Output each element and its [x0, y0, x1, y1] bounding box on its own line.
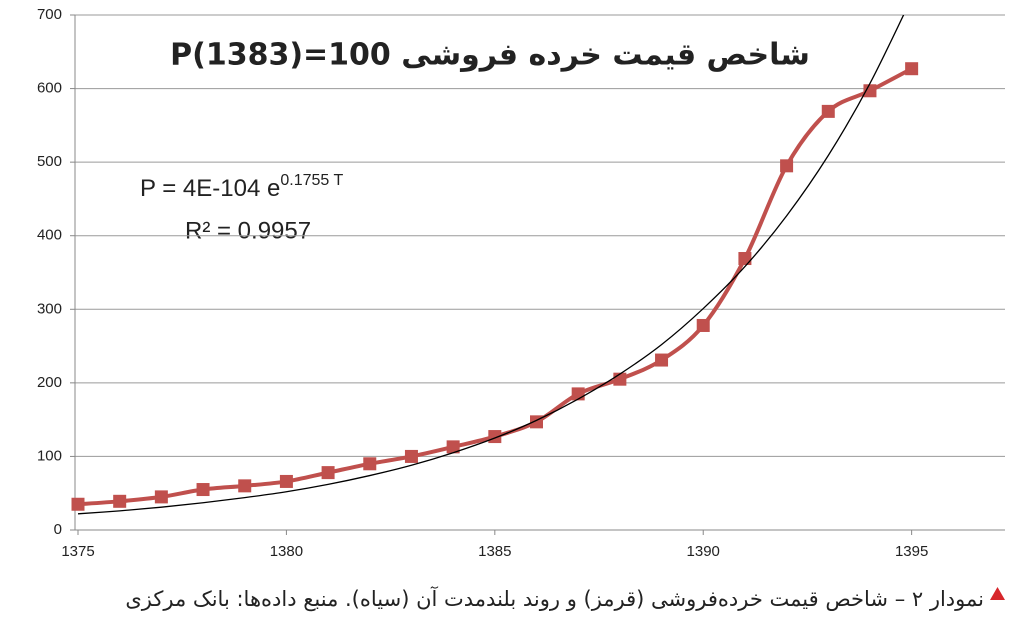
data-point [780, 159, 794, 173]
data-point [363, 457, 377, 471]
data-point [71, 497, 85, 511]
r-squared: R² = 0.9957 [185, 217, 311, 244]
y-tick-label: 300 [37, 300, 62, 317]
data-point [446, 440, 460, 454]
x-tick-label: 1395 [895, 543, 928, 560]
data-point [321, 466, 335, 480]
data-point [655, 353, 669, 367]
series [77, 15, 905, 515]
data-point [696, 318, 710, 332]
x-tick-label: 1375 [61, 543, 94, 560]
trend-equation: P = 4E-104 e0.1755 T [140, 172, 343, 202]
y-tick-label: 0 [54, 521, 62, 538]
data-point [113, 494, 127, 508]
data-point [404, 449, 418, 463]
data-point [863, 84, 877, 98]
y-tick-label: 100 [37, 447, 62, 464]
data-point [238, 479, 252, 493]
equation-text: P = 4E-104 e [140, 175, 280, 202]
data-point [738, 252, 752, 266]
data-point [905, 62, 919, 76]
caption-icon [990, 587, 1005, 600]
trend-line [77, 15, 905, 515]
chart-title: شاخص قیمت خرده فروشی P(1383)=100 [170, 38, 810, 73]
y-tick-label: 500 [37, 153, 62, 170]
equation-exponent: 0.1755 T [280, 172, 343, 189]
y-tick-label: 600 [37, 80, 62, 97]
data-point [154, 490, 168, 504]
x-tick-label: 1390 [687, 543, 720, 560]
x-tick-label: 1380 [270, 543, 303, 560]
caption: نمودار ۲ – شاخص قیمت خرده‌فروشی (قرمز) و… [125, 586, 984, 611]
y-tick-label: 400 [37, 227, 62, 244]
x-tick-label: 1385 [478, 543, 511, 560]
data-point [279, 474, 293, 488]
y-tick-label: 700 [37, 6, 62, 23]
data-point [821, 104, 835, 118]
y-tick-label: 200 [37, 374, 62, 391]
data-point [196, 483, 210, 497]
